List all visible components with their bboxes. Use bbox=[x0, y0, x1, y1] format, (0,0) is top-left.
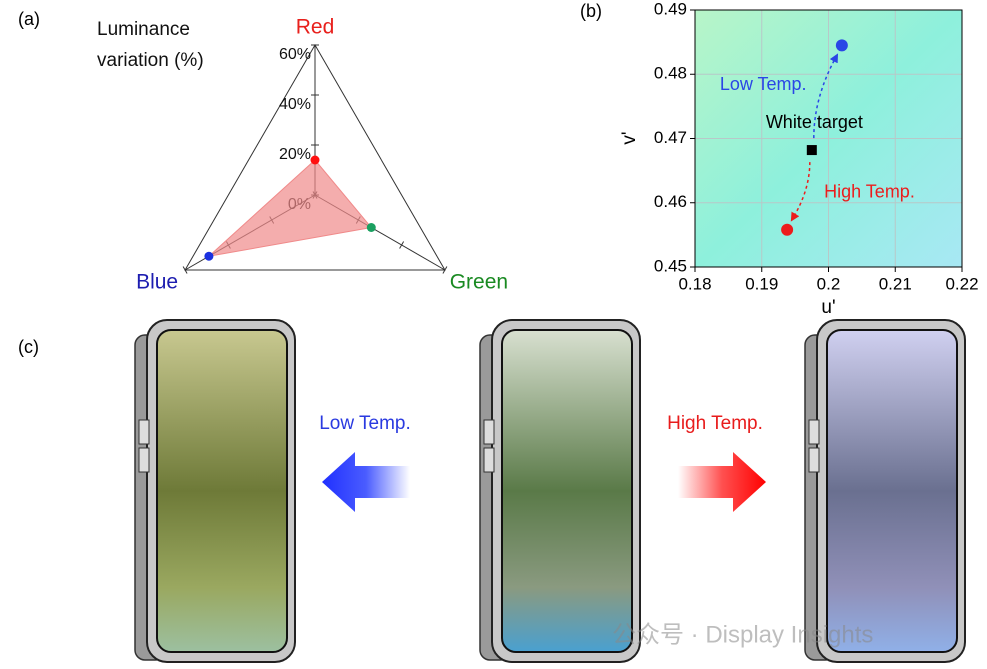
x-tick-label: 0.18 bbox=[678, 274, 711, 293]
radar-point bbox=[204, 251, 214, 261]
phone-button bbox=[138, 419, 150, 445]
point bbox=[781, 223, 794, 236]
category-label: Blue bbox=[136, 271, 178, 294]
phone-button bbox=[483, 447, 495, 473]
category-label: Red bbox=[296, 16, 335, 39]
panel-label: (c) bbox=[18, 337, 39, 357]
radar-title: Luminance variation (%) bbox=[97, 19, 204, 71]
radar-tick bbox=[399, 241, 405, 249]
category-label: Green bbox=[450, 271, 508, 294]
y-tick-label: 0.49 bbox=[654, 0, 687, 18]
phone-screen bbox=[501, 329, 633, 653]
x-tick-label: 0.2 bbox=[817, 274, 841, 293]
y-tick-label: 0.47 bbox=[654, 128, 687, 147]
heating-arrow bbox=[678, 452, 766, 512]
panel-label: (b) bbox=[580, 1, 602, 21]
phone-button bbox=[808, 419, 820, 445]
point bbox=[835, 39, 848, 52]
radar-area bbox=[207, 159, 373, 258]
radar-point bbox=[310, 155, 320, 165]
y-tick-label: 0.46 bbox=[654, 192, 687, 211]
radar-tick-label: 60% bbox=[279, 46, 311, 63]
x-tick-label: 0.22 bbox=[945, 274, 978, 293]
point-label: White target bbox=[766, 112, 863, 132]
phone-screen bbox=[826, 329, 958, 653]
heating-label: High Temp. bbox=[667, 413, 763, 434]
radar-point bbox=[366, 223, 376, 232]
radar-frame bbox=[184, 43, 446, 271]
x-axis-label: u' bbox=[821, 297, 835, 318]
point-label: Low Temp. bbox=[720, 74, 807, 94]
radar-tick-label: 20% bbox=[279, 146, 311, 163]
trend-arrow bbox=[813, 53, 839, 139]
x-tick-label: 0.21 bbox=[879, 274, 912, 293]
watermark: 公众号 · Display Insights bbox=[612, 621, 873, 648]
radar-tick bbox=[182, 266, 188, 274]
cooling-arrow bbox=[322, 452, 410, 512]
phone-button bbox=[138, 447, 150, 473]
plot-frame bbox=[694, 9, 963, 268]
cooling-label: Low Temp. bbox=[319, 413, 411, 434]
point bbox=[806, 145, 817, 156]
radar-tick bbox=[442, 266, 448, 274]
y-tick-label: 0.45 bbox=[654, 256, 687, 275]
panel-label: (a) bbox=[18, 9, 40, 29]
point-label: High Temp. bbox=[824, 181, 915, 201]
phones bbox=[134, 319, 966, 663]
y-axis-label: v' bbox=[619, 131, 640, 144]
x-tick-label: 0.19 bbox=[745, 274, 778, 293]
radar-tick-label: 40% bbox=[279, 96, 311, 113]
phone-screen bbox=[156, 329, 288, 653]
y-tick-label: 0.48 bbox=[654, 64, 687, 83]
phone-button bbox=[808, 447, 820, 473]
phone-button bbox=[483, 419, 495, 445]
